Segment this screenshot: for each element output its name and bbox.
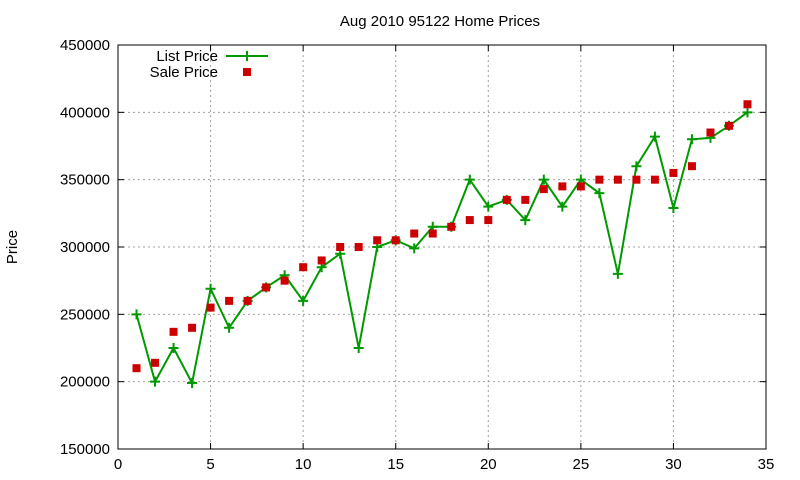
y-tick-label: 150000 [60,441,110,458]
sale-price-point [391,236,400,245]
y-tick-label: 200000 [60,374,110,391]
sale-price-point [373,236,382,245]
list-price-point [612,268,623,279]
list-price-point [557,201,568,212]
list-price-point [298,295,309,306]
sale-price-point [502,195,511,204]
sale-price-point [465,216,474,225]
legend-square-marker [243,68,251,76]
sale-price-point [354,243,363,251]
list-price-point [464,174,475,185]
sale-price-point [539,185,548,194]
sale-price-point [410,229,419,238]
y-tick-label: 250000 [60,306,110,323]
sale-price-point [687,162,696,171]
sale-price-point [317,256,326,265]
legend-plus-marker [242,51,252,61]
sale-price-point [706,128,715,137]
sale-price-point [169,327,178,336]
sale-price-point [521,195,530,204]
chart-title: Aug 2010 95122 Home Prices [340,13,540,30]
list-price-point [168,343,179,353]
list-price-point [649,131,660,142]
x-tick-label: 30 [665,456,682,473]
series-layer [131,100,753,389]
sale-price-point [262,283,271,292]
sale-price-point [336,243,345,251]
list-price-point [742,107,753,118]
sale-price-point [206,303,215,312]
list-price-point [483,201,494,212]
sale-price-point [299,263,308,272]
x-tick-label: 0 [114,456,122,473]
x-tick-label: 20 [480,456,497,473]
sale-price-point [280,276,289,285]
series-list-price [131,107,753,389]
legend-label: List Price [156,48,218,65]
sale-price-point [613,175,622,184]
sale-price-point [132,364,141,373]
sale-price-point [650,175,659,184]
sale-price-point [576,182,585,191]
list-price-point [594,188,605,199]
list-price-point [224,322,235,333]
list-price-point [409,243,420,254]
y-tick-label: 450000 [60,37,110,54]
list-price-point [150,376,161,387]
list-price-point [538,174,549,185]
series-sale-price [132,100,752,373]
sale-price-point [428,229,437,238]
sale-price-point [632,175,641,184]
sale-price-point [447,222,456,231]
list-price-point [520,215,531,226]
list-price-point [353,343,364,353]
sale-price-point [188,323,197,332]
y-tick-label: 400000 [60,104,110,121]
x-tick-label: 15 [387,456,404,473]
y-tick-label: 300000 [60,239,110,256]
list-price-point [187,378,198,389]
x-tick-label: 25 [573,456,590,473]
x-tick-label: 5 [206,456,214,473]
sale-price-point [225,296,234,305]
axis-ticks: 0 5 10 15 20 25 30 35 150000 200000 250000 300000 35… [60,37,774,473]
list-price-point [205,283,216,294]
y-tick-label: 350000 [60,172,110,189]
sale-price-point [151,358,160,367]
sale-price-point [595,175,604,184]
list-price-line [135,111,749,386]
sale-price-point [484,216,493,225]
sale-price-point [558,182,567,191]
x-tick-label: 35 [758,456,775,473]
sale-price-point [724,121,733,130]
sale-price-point [243,296,252,305]
y-axis-label: Price [4,230,21,264]
list-price-point [131,309,142,320]
sale-price-point [669,168,678,177]
sale-price-point [743,100,752,109]
legend-label: Sale Price [150,64,218,81]
list-price-point [631,161,642,172]
x-tick-label: 10 [295,456,312,473]
list-price-point [668,202,679,213]
grid-lines [118,45,766,449]
list-price-point [686,134,697,145]
